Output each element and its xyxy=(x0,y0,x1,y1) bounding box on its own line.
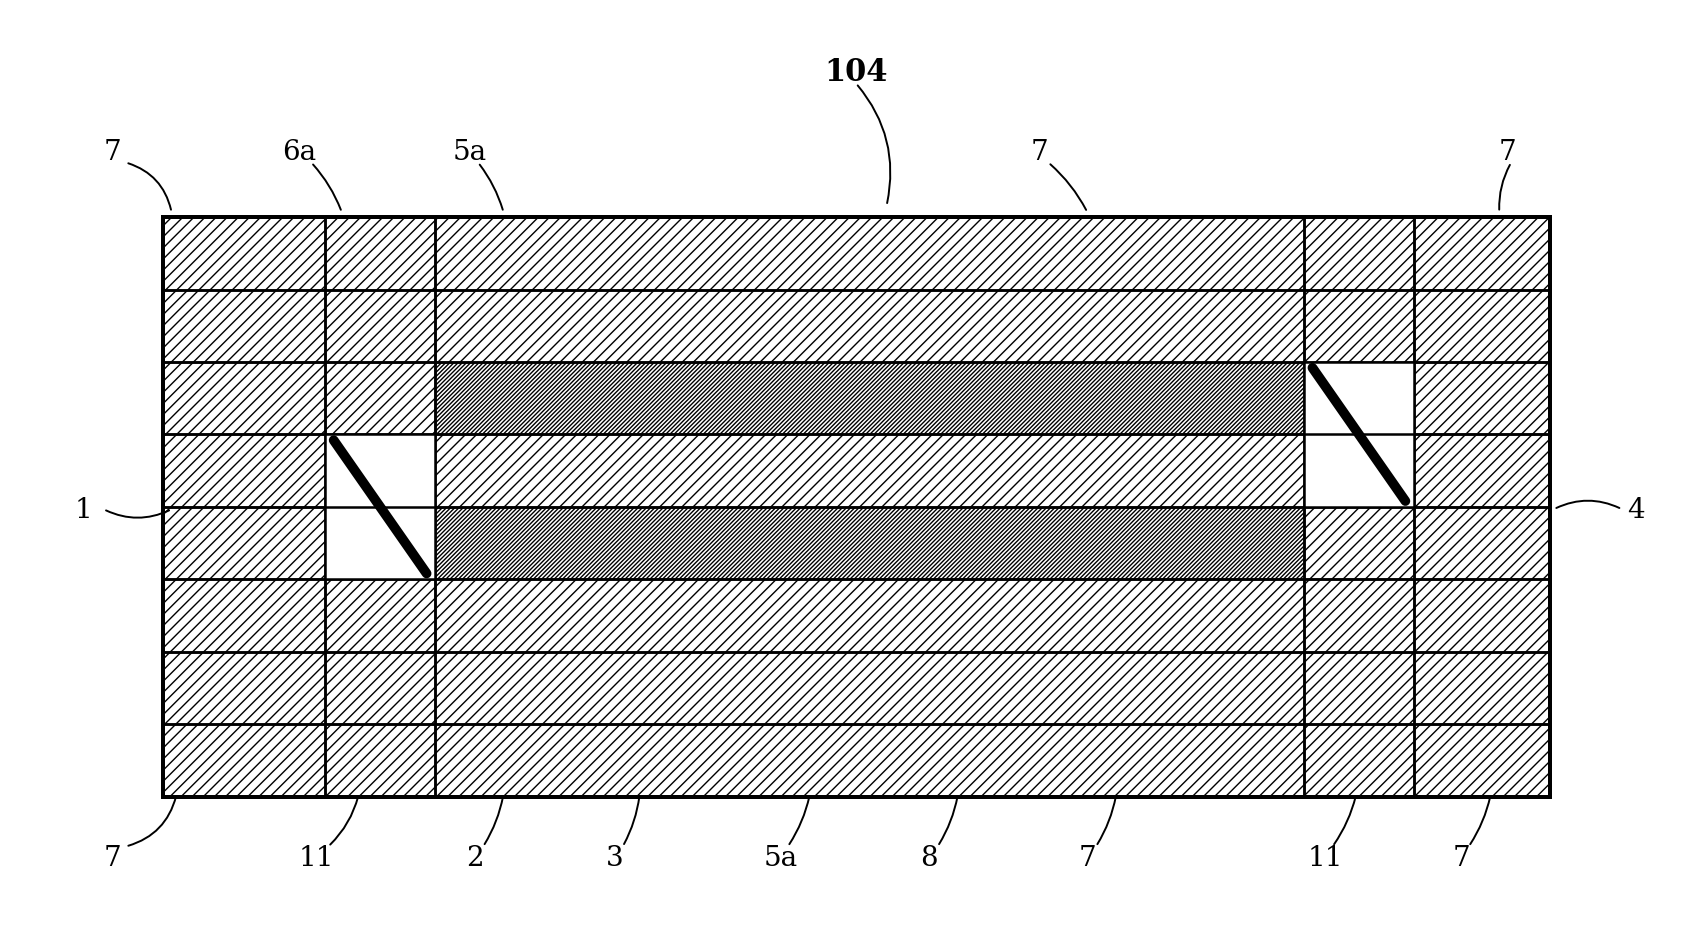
Text: 7: 7 xyxy=(1032,139,1049,165)
Bar xyxy=(435,507,1304,580)
Bar xyxy=(435,507,1304,580)
Bar xyxy=(326,218,435,290)
Bar xyxy=(1304,218,1413,290)
Text: 7: 7 xyxy=(1499,139,1517,165)
Text: 7: 7 xyxy=(104,845,121,871)
Bar xyxy=(1304,652,1413,724)
Bar xyxy=(326,652,435,724)
Text: 5a: 5a xyxy=(452,139,486,165)
Bar xyxy=(435,724,1304,797)
Text: 104: 104 xyxy=(824,57,888,88)
Bar xyxy=(435,362,1304,435)
Bar xyxy=(1304,580,1413,652)
Bar xyxy=(326,580,435,652)
Bar xyxy=(435,218,1304,290)
Bar xyxy=(435,362,1304,435)
Text: 8: 8 xyxy=(921,845,938,871)
Bar xyxy=(1304,724,1413,797)
Bar xyxy=(164,218,326,797)
Bar xyxy=(1304,290,1413,362)
Text: 7: 7 xyxy=(104,139,121,165)
Bar xyxy=(435,362,1304,435)
Text: 3: 3 xyxy=(605,845,622,871)
Bar xyxy=(326,290,435,362)
Bar xyxy=(435,507,1304,580)
Text: 2: 2 xyxy=(465,845,484,871)
Bar xyxy=(326,724,435,797)
Text: 4: 4 xyxy=(1627,497,1644,523)
Bar xyxy=(1413,218,1550,797)
Bar xyxy=(164,218,1550,797)
Bar xyxy=(1304,507,1413,580)
Bar xyxy=(164,218,1550,797)
Bar xyxy=(435,652,1304,724)
Text: 6a: 6a xyxy=(283,139,317,165)
Text: 5a: 5a xyxy=(764,845,798,871)
Bar xyxy=(326,362,435,435)
Text: 7: 7 xyxy=(1453,845,1471,871)
Bar xyxy=(435,435,1304,507)
Text: 7: 7 xyxy=(1079,845,1096,871)
Text: 1: 1 xyxy=(75,497,92,523)
Bar xyxy=(326,435,435,580)
Bar xyxy=(435,290,1304,362)
Bar xyxy=(1304,362,1413,507)
Text: 11: 11 xyxy=(298,845,334,871)
Text: 11: 11 xyxy=(1308,845,1344,871)
Bar xyxy=(435,580,1304,652)
